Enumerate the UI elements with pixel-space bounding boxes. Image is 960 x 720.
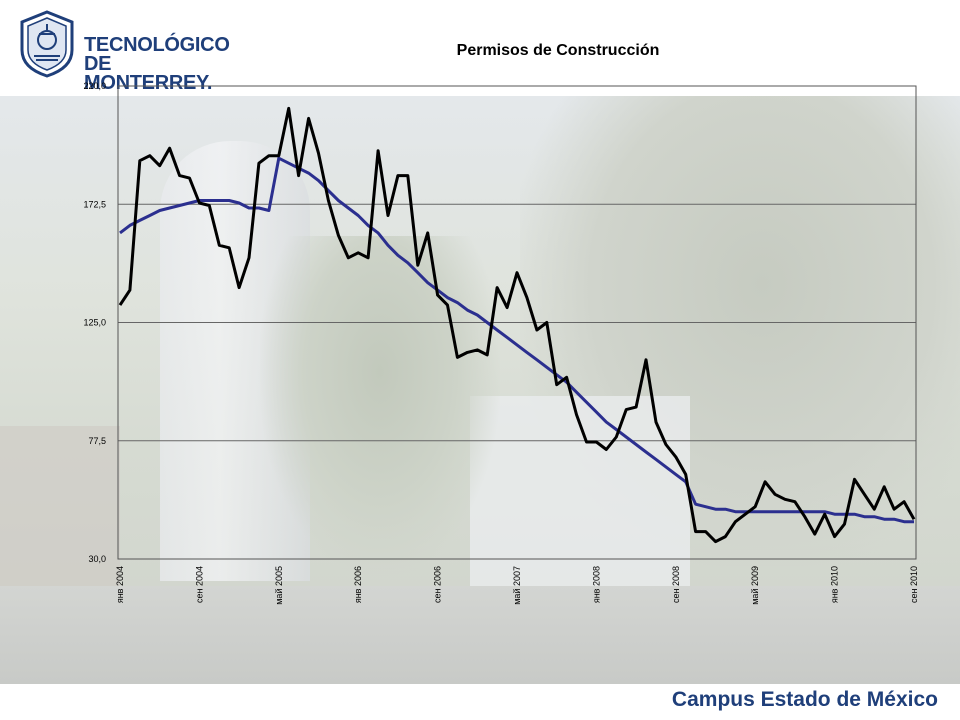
campus-name: Campus Estado de México — [671, 688, 938, 711]
x-tick-label: май 2005 — [274, 566, 284, 605]
institution-seal-icon — [20, 10, 74, 78]
x-tick-label: сен 2008 — [671, 566, 681, 603]
plot-area-border — [117, 85, 917, 560]
x-axis: янв 2004 сен 2004 май 2005 янв 2006 сен 2006… — [115, 566, 919, 605]
y-tick-label: 220,0 — [83, 81, 106, 91]
x-tick-label: янв 2010 — [830, 566, 840, 603]
series-line — [119, 156, 914, 524]
tec-monterrey-logo: TECNOLÓGICO DE MONTERREY. — [16, 8, 230, 93]
logo-line-2: DE MONTERREY. — [84, 53, 213, 94]
x-tick-label: сен 2010 — [909, 566, 919, 603]
campus-photo-background — [0, 96, 960, 684]
y-tick-label: 77,5 — [88, 436, 106, 446]
x-tick-label: янв 2008 — [591, 566, 601, 603]
chart-title: Permisos de Construcción — [457, 42, 660, 59]
background-plaza — [0, 586, 960, 684]
logo-wordmark: TECNOLÓGICO DE MONTERREY. — [84, 34, 230, 94]
x-tick-label: май 2009 — [750, 566, 760, 605]
y-axis: 30,0 77,5 125,0 172,5 220,0 — [83, 81, 106, 564]
line-chart: Permisos de Construcción 30,0 77,5 125,0 17… — [83, 42, 919, 605]
x-tick-label: май 2007 — [512, 566, 522, 605]
x-tick-label: сен 2006 — [433, 566, 443, 603]
y-tick-label: 172,5 — [83, 199, 106, 209]
x-tick-label: янв 2004 — [115, 566, 125, 603]
footer-band — [0, 684, 960, 720]
series-line — [118, 106, 916, 544]
x-tick-label: сен 2004 — [194, 566, 204, 603]
chart-gridlines — [118, 85, 916, 560]
background-trees-left — [260, 236, 500, 576]
y-tick-label: 30,0 — [88, 554, 106, 564]
background-building-left — [0, 426, 120, 596]
logo-line-1: TECNOLÓGICO — [84, 34, 230, 56]
series-layer — [118, 106, 916, 544]
x-tick-label: янв 2006 — [353, 566, 363, 603]
y-tick-label: 125,0 — [83, 318, 106, 328]
